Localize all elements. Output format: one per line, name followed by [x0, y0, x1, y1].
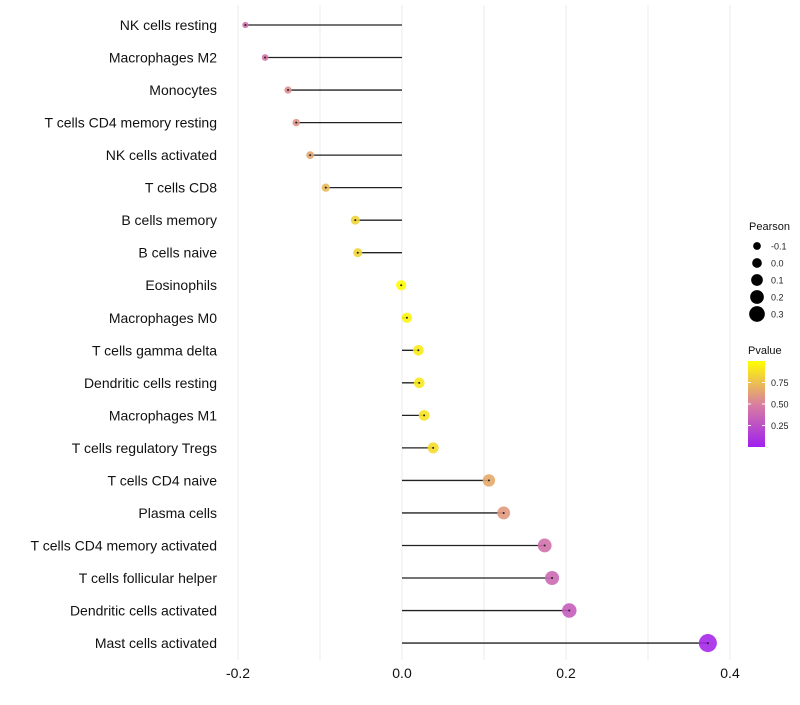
- point-center: [244, 24, 247, 26]
- y-tick-label: T cells CD4 memory activated: [31, 537, 217, 553]
- legend-size-label: 0.2: [771, 293, 784, 303]
- point-center: [287, 89, 290, 92]
- y-tick-label: Mast cells activated: [95, 635, 217, 651]
- legend-size-label: -0.1: [771, 242, 787, 252]
- point-center: [400, 284, 403, 287]
- legend-size-key: [751, 274, 763, 286]
- x-tick-label: -0.2: [226, 665, 250, 681]
- y-tick-label: Eosinophils: [145, 277, 217, 293]
- y-tick-label: T cells gamma delta: [92, 342, 217, 358]
- y-tick-label: T cells CD4 naive: [108, 472, 218, 488]
- legend-pearson: Pearson -0.1 0.0 0.1 0.2 0.3: [749, 221, 790, 322]
- y-tick-label: T cells CD4 memory resting: [45, 115, 217, 131]
- x-axis-labels: -0.2 0.0 0.2 0.4: [226, 665, 740, 681]
- point-center: [264, 56, 267, 59]
- x-tick-label: 0.4: [720, 665, 740, 681]
- point-center: [405, 316, 408, 319]
- point-center: [432, 446, 435, 449]
- legend-color-label: 0.50: [771, 400, 789, 410]
- y-tick-label: Macrophages M1: [109, 407, 217, 423]
- legend-size-key: [752, 258, 762, 268]
- legend-pvalue-title: Pvalue: [748, 345, 782, 357]
- legend-pearson-title: Pearson: [749, 221, 790, 233]
- y-tick-label: Macrophages M2: [109, 50, 217, 66]
- y-tick-label: Monocytes: [149, 82, 217, 98]
- point-center: [417, 349, 420, 352]
- legend-size-label: 0.0: [771, 259, 784, 269]
- point-center: [356, 251, 359, 254]
- point-center: [487, 479, 490, 482]
- point-center: [309, 154, 312, 157]
- point-center: [295, 121, 298, 124]
- y-tick-label: NK cells resting: [120, 17, 217, 33]
- y-tick-label: Macrophages M0: [109, 310, 217, 326]
- legend-color-label: 0.25: [771, 421, 789, 431]
- legend-size-key: [750, 290, 764, 304]
- y-tick-label: Dendritic cells resting: [84, 375, 217, 391]
- y-axis-labels: NK cells resting Macrophages M2 Monocytes T…: [31, 17, 218, 651]
- grid-lines: [237, 5, 731, 660]
- point-center: [418, 381, 421, 384]
- point-center: [706, 642, 709, 645]
- y-tick-label: NK cells activated: [106, 147, 217, 163]
- legend-size-label: 0.1: [771, 276, 784, 286]
- y-tick-label: Plasma cells: [138, 505, 217, 521]
- point-center: [324, 186, 327, 189]
- y-tick-label: Dendritic cells activated: [70, 603, 217, 619]
- pvalue-colorbar: [748, 361, 765, 447]
- legend-pvalue: Pvalue 0.25 0.50 0.75: [748, 345, 789, 447]
- legend-size-key: [753, 242, 761, 250]
- stems: [245, 24, 708, 644]
- point-center: [543, 544, 546, 547]
- legend-size-key: [749, 306, 765, 322]
- point-center: [423, 414, 426, 417]
- points: [242, 21, 717, 653]
- y-tick-label: T cells CD8: [145, 180, 217, 196]
- y-tick-label: B cells memory: [121, 212, 217, 228]
- point-center: [551, 577, 554, 580]
- y-tick-label: B cells naive: [138, 245, 217, 261]
- point-center: [568, 609, 571, 612]
- x-tick-label: 0.0: [392, 665, 412, 681]
- point-center: [502, 511, 505, 514]
- x-tick-label: 0.2: [556, 665, 576, 681]
- point-center: [354, 219, 357, 222]
- y-tick-label: T cells follicular helper: [79, 570, 218, 586]
- y-tick-label: T cells regulatory Tregs: [72, 440, 217, 456]
- legend-color-label: 0.75: [771, 378, 789, 388]
- legend-size-label: 0.3: [771, 310, 784, 320]
